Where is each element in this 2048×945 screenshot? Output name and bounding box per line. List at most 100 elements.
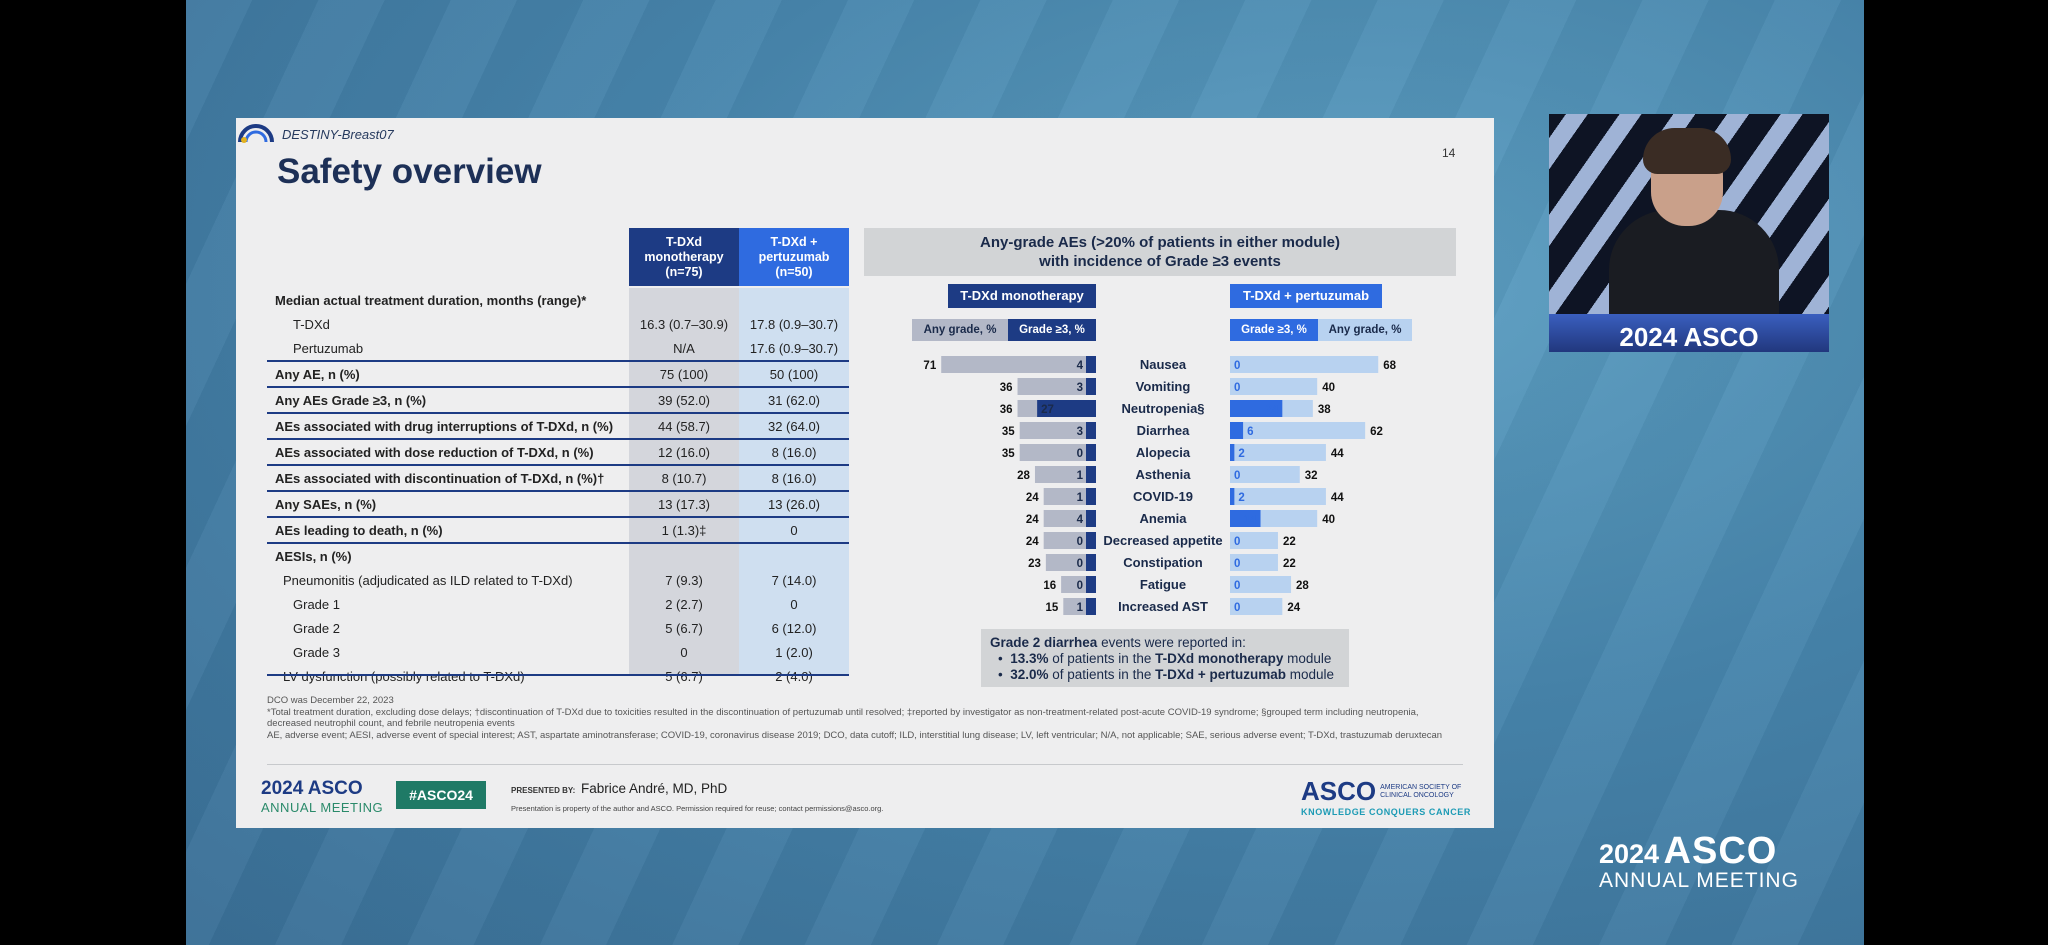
presented-by-label: PRESENTED BY: (511, 786, 576, 795)
speaker-hair (1643, 128, 1731, 174)
column-header-pertuzumab: T-DXd + pertuzumab (n=50) (739, 228, 849, 286)
value-pertuzumab: 31 (62.0) (767, 392, 821, 408)
module-label-pertuzumab: T-DXd + pertuzumab (1230, 284, 1382, 308)
callout-b2-module: T-DXd + pertuzumab (1155, 667, 1286, 682)
label-any-grade-pertuzumab: 68 (1383, 360, 1396, 372)
broadcast-background: DESTINY-Breast07 Safety overview 14 T-DX… (186, 0, 1864, 945)
value-monotherapy: 5 (6.7) (665, 668, 703, 684)
label-grade3-monotherapy: 4 (1077, 360, 1084, 372)
category-label: Fatigue (1140, 577, 1186, 592)
row-label: Pertuzumab (293, 340, 364, 356)
label-grade3-monotherapy: 1 (1077, 470, 1084, 482)
label-any-grade-monotherapy: 15 (1046, 602, 1059, 614)
callout-b1-module: T-DXd monotherapy (1155, 651, 1284, 666)
row-label: AEs associated with drug interruptions o… (275, 418, 614, 434)
value-monotherapy: N/A (673, 340, 695, 356)
table-row: LV dysfunction (possibly related to T-DX… (267, 664, 849, 688)
label-any-grade-pertuzumab: 28 (1296, 580, 1309, 592)
table-row: AEs leading to death, n (%) 1 (1.3)‡ 0 (267, 516, 849, 542)
label-any-grade-monotherapy: 16 (1043, 580, 1056, 592)
label-any-grade-monotherapy: 36 (1000, 404, 1013, 416)
table-row: Median actual treatment duration, months… (267, 288, 849, 312)
label-grade3-pertuzumab: 0 (1234, 558, 1240, 570)
row-label: Any SAEs, n (%) (275, 496, 377, 512)
label-grade3-pertuzumab: 24 (1266, 404, 1279, 416)
category-label: Constipation (1123, 555, 1202, 570)
asco-full-2: CLINICAL ONCOLOGY (1380, 791, 1454, 799)
presenter-name: Fabrice André, MD, PhD (581, 781, 728, 796)
bar-grade3-pertuzumab (1230, 510, 1261, 527)
value-pertuzumab: 50 (100) (769, 366, 819, 382)
safety-table: Median actual treatment duration, months… (267, 288, 849, 688)
value-pertuzumab: 1 (2.0) (775, 644, 813, 660)
row-label: Grade 2 (293, 620, 340, 636)
value-pertuzumab: 2 (4.0) (775, 668, 813, 684)
callout-b1-mid: of patients in the (1048, 651, 1156, 666)
presentation-slide: DESTINY-Breast07 Safety overview 14 T-DX… (236, 118, 1494, 828)
table-row: Any AEs Grade ≥3, n (%) 39 (52.0) 31 (62.0… (267, 386, 849, 412)
category-label: Anemia (1140, 511, 1188, 526)
bar-any-grade-pertuzumab (1230, 356, 1379, 373)
value-monotherapy: 0 (680, 644, 688, 660)
category-label: Nausea (1140, 357, 1187, 372)
table-bottom-rule (267, 674, 849, 676)
label-any-grade-pertuzumab: 24 (1287, 602, 1300, 614)
table-row: AESIs, n (%) (267, 542, 849, 568)
module-label-monotherapy: T-DXd monotherapy (948, 284, 1096, 308)
column-shade-pertuzumab (739, 288, 849, 674)
label-grade3-monotherapy: 3 (1077, 382, 1083, 394)
bar-grade3-monotherapy (1037, 400, 1096, 417)
label-grade3-monotherapy: 4 (1077, 514, 1084, 526)
footnote-notes: *Total treatment duration, excluding dos… (267, 706, 1419, 730)
table-row: Pneumonitis (adjudicated as ILD related … (267, 568, 849, 592)
bar-any-grade-pertuzumab (1230, 554, 1278, 571)
label-any-grade-pertuzumab: 44 (1331, 448, 1344, 460)
bar-any-grade-monotherapy (1045, 554, 1096, 571)
row-label: AEs leading to death, n (%) (275, 522, 443, 538)
speaker-video: 2024 ASCO (1549, 114, 1829, 352)
callout-heading-bold: Grade 2 diarrhea (990, 635, 1098, 650)
bar-any-grade-monotherapy (1043, 488, 1096, 505)
bar-any-grade-pertuzumab (1230, 488, 1326, 505)
bar-grade3-pertuzumab (1230, 422, 1244, 439)
value-monotherapy: 2 (2.7) (665, 596, 703, 612)
bar-any-grade-pertuzumab (1230, 598, 1283, 615)
label-any-grade-pertuzumab: 22 (1283, 558, 1296, 570)
meeting-year: 2024 (261, 778, 304, 799)
row-label: AEs associated with discontinuation of T… (275, 470, 605, 486)
label-any-grade-monotherapy: 35 (1002, 426, 1015, 438)
label-any-grade-monotherapy: 36 (1000, 382, 1013, 394)
label-any-grade-pertuzumab: 38 (1318, 404, 1331, 416)
category-label: COVID-19 (1133, 489, 1193, 504)
bar-grade3-monotherapy (1086, 356, 1096, 373)
value-monotherapy: 13 (17.3) (657, 496, 711, 512)
bar-grade3-monotherapy (1086, 466, 1096, 483)
row-label: AEs associated with dose reduction of T-… (275, 444, 594, 460)
callout-b1-end: module (1283, 651, 1332, 666)
footer-divider (267, 764, 1463, 765)
row-label: AESIs, n (%) (275, 548, 352, 564)
table-row: T-DXd 16.3 (0.7–30.9) 17.8 (0.9–30.7) (267, 312, 849, 336)
label-any-grade-pertuzumab: 22 (1283, 536, 1296, 548)
value-monotherapy: 7 (9.3) (665, 572, 703, 588)
value-monotherapy: 75 (100) (659, 366, 709, 382)
category-label: Vomiting (1136, 379, 1191, 394)
label-grade3-monotherapy: 3 (1077, 426, 1083, 438)
row-label: Any AE, n (%) (275, 366, 360, 382)
category-label: Neutropenia§ (1121, 401, 1204, 416)
callout-heading-rest: events were reported in: (1097, 635, 1246, 650)
bar-grade3-monotherapy (1086, 444, 1096, 461)
table-row: Grade 3 0 1 (2.0) (267, 640, 849, 664)
callout-b1-pct: 13.3% (1010, 651, 1049, 666)
label-grade3-pertuzumab: 0 (1234, 536, 1240, 548)
row-label: Median actual treatment duration, months… (275, 292, 587, 308)
footnotes: DCO was December 22, 2023 *Total treatme… (267, 695, 1447, 741)
study-name: DESTINY-Breast07 (282, 127, 394, 142)
value-pertuzumab: 6 (12.0) (771, 620, 817, 636)
label-grade3-pertuzumab: 2 (1238, 448, 1244, 460)
bar-grade3-monotherapy (1086, 488, 1096, 505)
bar-grade3-monotherapy (1086, 576, 1096, 593)
footnote-abbreviations: AE, adverse event; AESI, adverse event o… (267, 729, 1443, 741)
label-grade3-pertuzumab: 0 (1234, 580, 1240, 592)
table-row: AEs associated with dose reduction of T-… (267, 438, 849, 464)
